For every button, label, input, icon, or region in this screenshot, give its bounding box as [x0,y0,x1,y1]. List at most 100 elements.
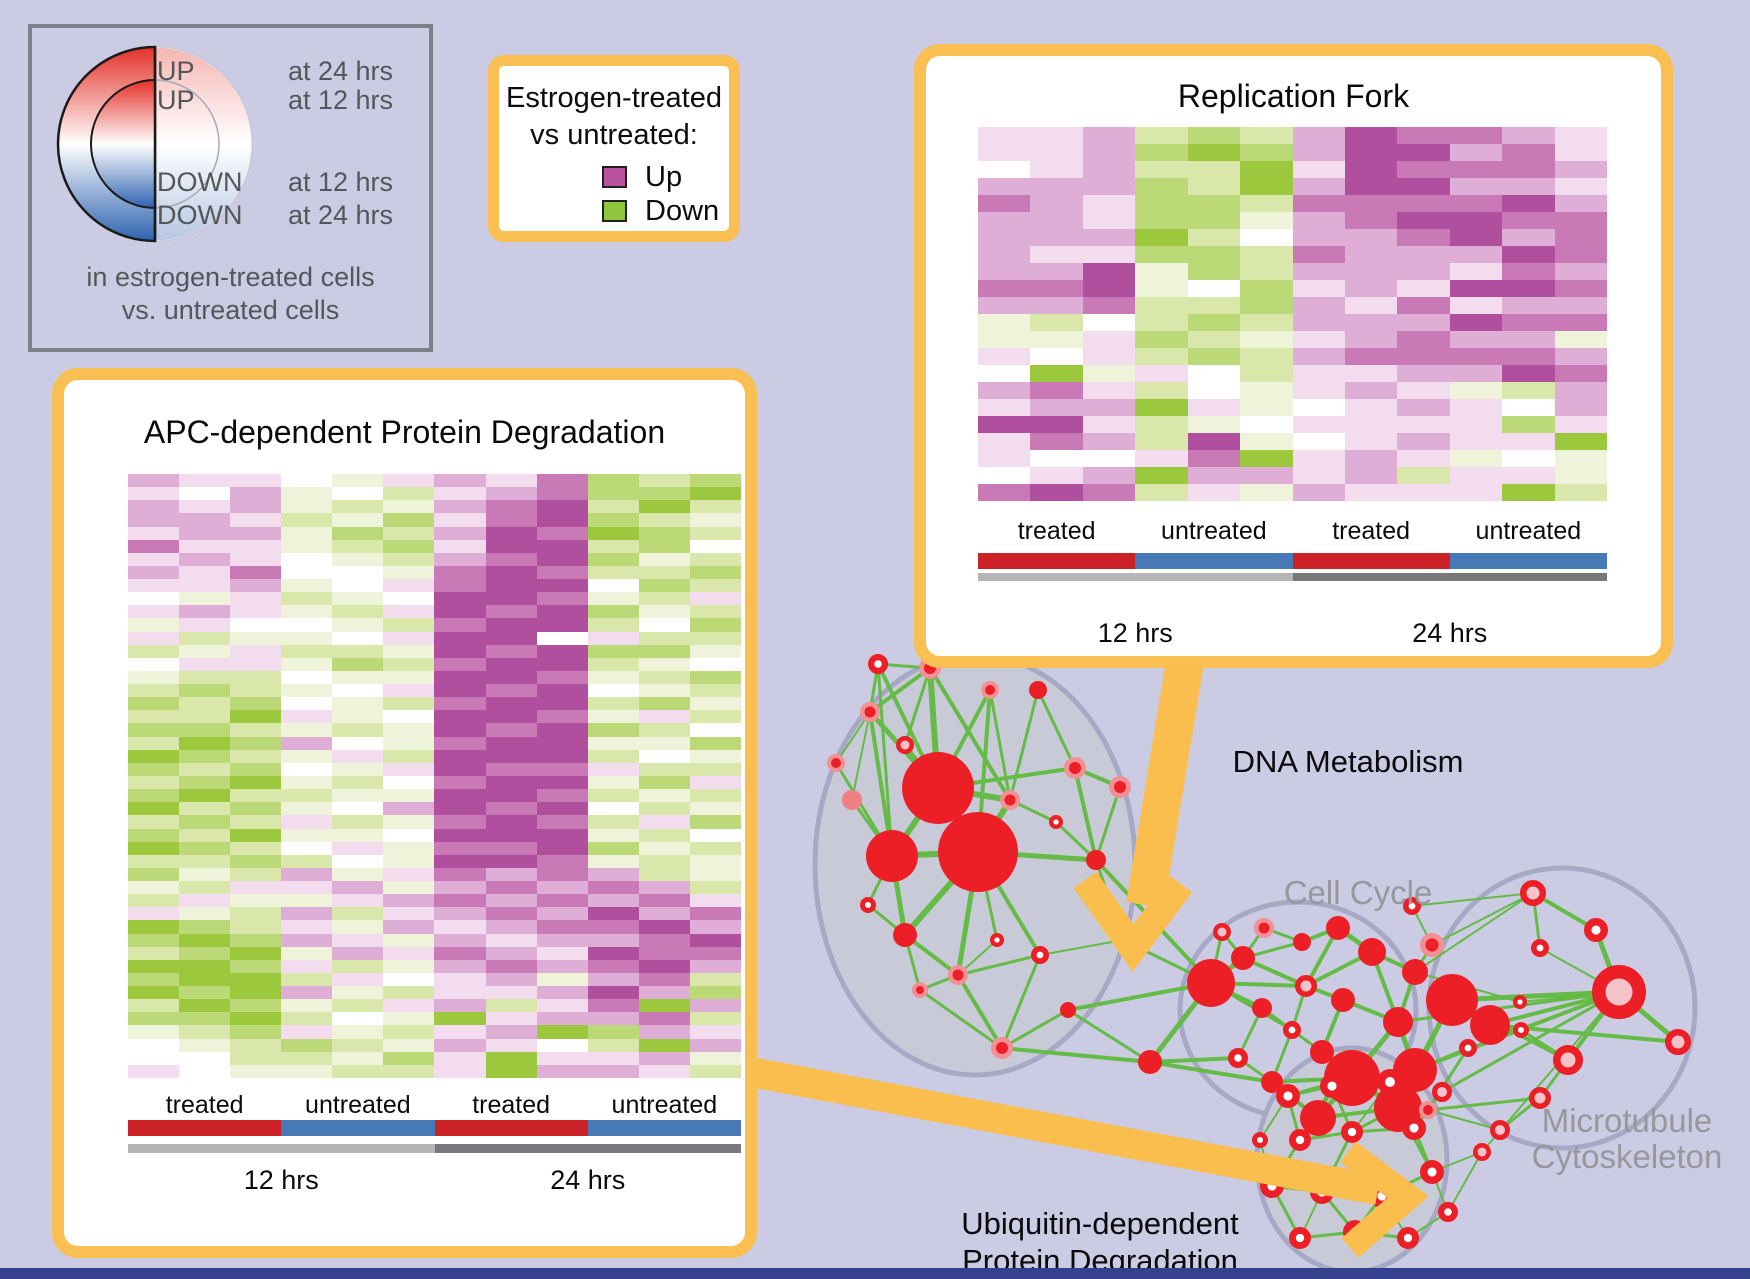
heatmap-cell [1240,161,1293,178]
heatmap-cell [1135,331,1188,348]
heatmap-cell [230,749,282,763]
network-node [1377,1069,1404,1096]
heatmap-cell [230,776,282,790]
network-label: Microtubule [1541,1102,1713,1139]
heatmap-cell [1135,178,1188,195]
heatmap-cell [1502,246,1555,263]
untreated-bar-segment [281,1120,435,1136]
heatmap-cell [638,1064,690,1078]
heatmap-cell [485,631,537,645]
heatmap-cell [536,1025,588,1039]
heatmap-cell [638,710,690,724]
heatmap-cell [1292,212,1345,229]
heatmap-cell [485,565,537,580]
heatmap-cell [1554,229,1607,246]
heatmap-cell [281,762,333,776]
heatmap-cell [383,894,435,908]
heatmap-cell [179,907,231,921]
heatmap-cell [638,552,690,566]
heatmap-cell [689,670,741,685]
heatmap-cell [1554,416,1607,433]
heatmap-cell [1554,382,1607,399]
heatmap-cell [128,487,180,501]
heatmap-cell [434,828,486,842]
heatmap-cell [230,526,282,540]
network-node [1213,923,1231,941]
heatmap-cell [1449,484,1503,501]
heatmap-cell [689,789,741,803]
group-label: treated [165,1091,244,1119]
network-edge [928,666,1012,802]
heatmap-cell [978,433,1031,450]
heatmap-cell [179,802,231,816]
heatmap-cell [587,1051,639,1065]
heatmap-cell [485,474,537,488]
heatmap-cell [1240,280,1293,297]
heatmap-cell [434,697,486,711]
heatmap-cell [281,999,333,1013]
heatmap-cell [536,684,588,698]
heatmap-cell [587,710,639,724]
network-node [1187,959,1235,1007]
network-edge [1036,689,1077,769]
heatmap-cell [434,867,486,882]
heatmap-cell [978,212,1031,229]
network-node [1402,959,1428,985]
heatmap-cell [434,723,486,737]
heatmap-cell [1397,263,1450,280]
heatmap-cell [179,986,231,1000]
heatmap-cell [587,736,639,750]
heatmap-cell [1502,178,1555,195]
heatmap-cell [1292,382,1345,399]
heatmap-cell [179,867,231,882]
network-node [1283,1020,1302,1039]
heatmap-cell [1344,467,1398,484]
heatmap-cell [1240,127,1293,144]
panel-title: Replication Fork [1177,78,1410,114]
heatmap-cell [230,920,282,934]
heatmap-cell [1082,280,1136,297]
heatmap-cell [978,246,1031,263]
heatmap-cell [1449,178,1503,195]
heatmap-cell [128,762,180,776]
heatmap-cell [1554,280,1607,297]
heatmap-cell [689,881,741,895]
legend-title-line2: vs untreated: [530,119,698,151]
network-label: Cytoskeleton [1531,1138,1723,1175]
network-edge [868,666,932,714]
heatmap-cell [332,1064,384,1078]
group-label: untreated [1475,517,1582,545]
network-node [896,736,914,754]
heatmap-cell [179,1012,231,1026]
heatmap-cell [485,1038,537,1052]
heatmap-cell [128,657,180,671]
heatmap-cell [332,487,384,501]
network-edge [876,663,894,857]
heatmap-cell [689,854,741,868]
heatmap-cell [485,749,537,763]
network-node [1295,975,1317,997]
heatmap-cell [383,749,435,763]
heatmap-cell [638,723,690,737]
group-label: untreated [305,1091,411,1119]
heatmap-cell [536,920,588,934]
heatmap-cell [1030,297,1083,314]
heatmap-cell [485,894,537,908]
heatmap-cell [1397,212,1450,229]
heatmap-cell [1344,331,1398,348]
heatmap-cell [383,815,435,829]
heatmap-cell [1082,212,1136,229]
heatmap-cell [1030,348,1083,365]
heatmap-cell [1030,246,1083,263]
heatmap-cell [434,920,486,934]
network-node [1383,1007,1413,1037]
heatmap-cell [128,920,180,934]
network-node [859,896,876,913]
heatmap-cell [689,618,741,632]
heatmap-cell [638,802,690,816]
heatmap-cell [978,416,1031,433]
heatmap-cell [1082,348,1136,365]
heatmap-cell [638,854,690,868]
network-node [1293,933,1311,951]
heatmap-cell [1030,382,1083,399]
